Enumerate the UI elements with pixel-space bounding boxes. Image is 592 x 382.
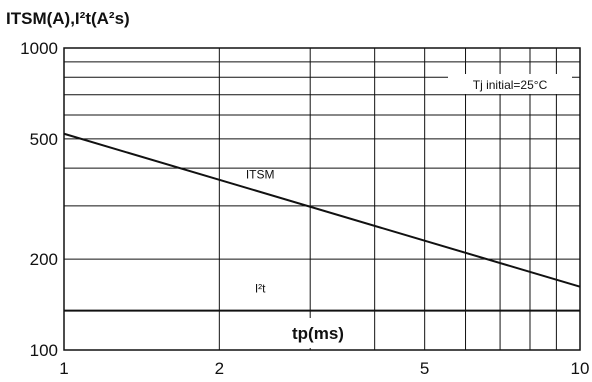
x-tick-label: 2 [215,359,224,378]
annotation-label: Tj initial=25°C [473,78,548,92]
x-axis-label: tp(ms) [292,324,344,343]
chart-title: ITSM(A),I²t(A²s) [6,9,130,28]
x-tick-label: 1 [59,359,68,378]
x-tick-label: 5 [420,359,429,378]
series-label-i2t: I²t [255,282,266,296]
y-tick-label: 100 [30,341,58,360]
y-tick-label: 200 [30,250,58,269]
series-lines: ITSM I²t [64,134,580,311]
annotation-box: Tj initial=25°C [448,74,572,94]
x-axis-label-group: tp(ms) [276,318,360,348]
series-label-itsm: ITSM [246,167,275,181]
x-tick-label: 10 [571,359,590,378]
y-tick-label: 1000 [20,39,58,58]
y-tick-label: 500 [30,130,58,149]
series-line-itsm [64,134,580,287]
